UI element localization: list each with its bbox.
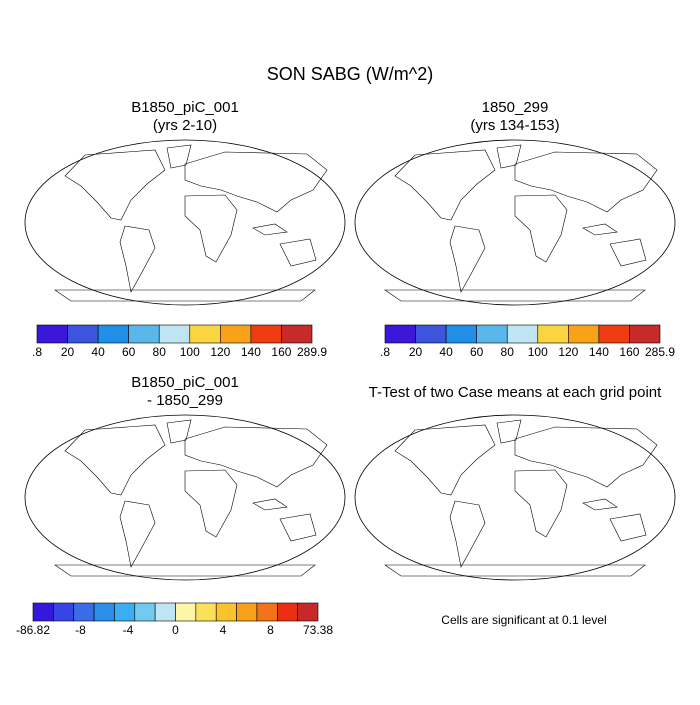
colorbar-label: 100 [180,345,200,359]
panel-subtitle: (yrs 2-10) [153,117,217,134]
colorbar-box [445,324,477,344]
panel-title: B1850_piC_001 [131,374,239,391]
colorbar-box [215,602,237,622]
colorbar-box [297,602,319,622]
colorbar-box [220,324,252,344]
colorbar-label: -86.82 [16,623,50,637]
colorbar-label: 160 [619,345,639,359]
colorbar-label: 73.38 [303,623,333,637]
colorbar-label: .8 [380,345,390,359]
colorbar-box [158,324,191,344]
colorbar-box [93,602,115,622]
map-border [24,414,346,581]
colorbar-box [128,324,160,344]
colorbar-box [281,324,313,344]
colorbar-label: 40 [91,345,105,359]
map-border [354,139,676,306]
colorbar-box [97,324,129,344]
colorbar-box [53,602,75,622]
coastline [384,419,658,577]
colorbar-label: 60 [470,345,484,359]
colorbar-label: .8 [32,345,42,359]
colorbar-box [598,324,630,344]
map [24,139,346,306]
colorbar-label: 8 [267,623,274,637]
colorbar-label: 289.9 [297,345,327,359]
colorbar-box [506,324,539,344]
panel-note: Cells are significant at 0.1 level [441,613,606,627]
colorbar-label: 285.9 [645,345,675,359]
colorbar-label: 160 [271,345,291,359]
colorbar-box [384,324,416,344]
colorbar-label: 40 [439,345,453,359]
colorbar-box [629,324,661,344]
colorbar-box [175,602,197,622]
colorbar-label: 140 [589,345,609,359]
map [354,139,676,306]
colorbar-label: 80 [153,345,167,359]
panel-subtitle: - 1850_299 [147,392,223,409]
colorbar-box [236,602,258,622]
panel-title: B1850_piC_001 [131,99,239,116]
colorbar-label: 20 [409,345,423,359]
colorbar-label: 4 [220,623,227,637]
coastline [54,144,328,302]
colorbar-label: -4 [123,623,134,637]
colorbar-box [67,324,99,344]
figure-title: SON SABG (W/m^2) [267,64,433,84]
colorbar-box [32,602,54,622]
colorbar-box [256,602,278,622]
colorbar-label: 0 [172,623,179,637]
map-border [354,414,676,581]
colorbar-box [476,324,508,344]
map [354,414,676,581]
colorbar-box [195,602,217,622]
coastline [54,419,328,577]
colorbar-label: 100 [528,345,548,359]
colorbar-box [36,324,68,344]
panel-subtitle: (yrs 134-153) [470,117,559,134]
colorbar-box [114,602,136,622]
map [24,414,346,581]
panel-title: T-Test of two Case means at each grid po… [369,384,662,401]
colorbar-box [189,324,221,344]
colorbar-box [568,324,600,344]
map-border [24,139,346,306]
coastline [384,144,658,302]
colorbar-label: 120 [558,345,578,359]
colorbar-label: -8 [75,623,86,637]
colorbar-box [415,324,447,344]
colorbar-label: 80 [501,345,515,359]
colorbar-box [154,602,176,622]
colorbar-label: 60 [122,345,136,359]
colorbar-box [250,324,282,344]
colorbar-box [276,602,298,622]
colorbar-label: 20 [61,345,75,359]
colorbar-label: 140 [241,345,261,359]
colorbar-label: 120 [210,345,230,359]
panel-title: 1850_299 [482,99,549,116]
colorbar-box [537,324,569,344]
colorbar-box [73,602,95,622]
colorbar-box [134,602,156,622]
